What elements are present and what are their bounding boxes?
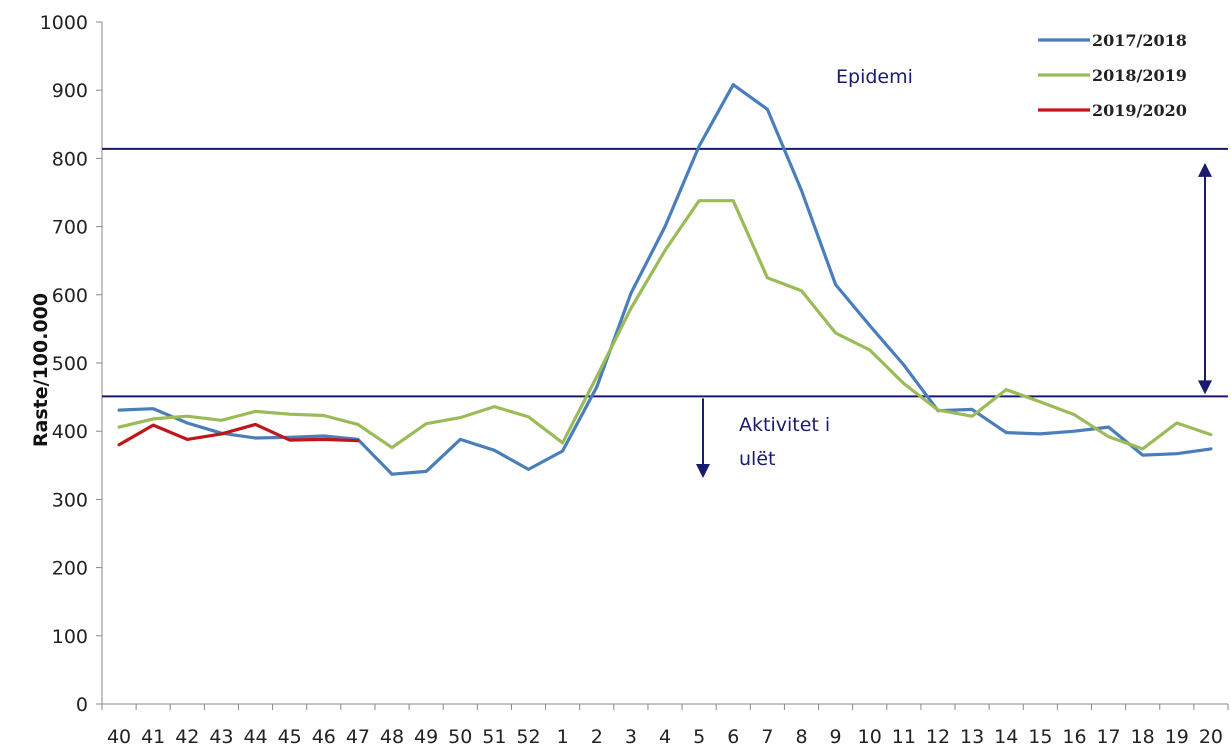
legend-label: 2018/2019 <box>1092 66 1187 85</box>
x-tick-label: 51 <box>482 726 506 748</box>
y-tick-label: 300 <box>52 489 88 511</box>
x-tick-label: 20 <box>1199 726 1223 748</box>
y-tick-label: 400 <box>52 421 88 443</box>
x-tick-label: 52 <box>516 726 540 748</box>
axes <box>102 22 1228 704</box>
x-tick-label: 5 <box>693 726 705 748</box>
x-tick-label: 3 <box>625 726 637 748</box>
x-tick-label: 6 <box>727 726 739 748</box>
y-tick-label: 700 <box>52 217 88 239</box>
x-axis-ticks: 40 41 42 43 44 45 46 47 48 49 50 51 52 1 2 3 4 5 6 7 8 9 10 11 1… <box>102 704 1228 748</box>
x-tick-label: 2 <box>591 726 603 748</box>
low-activity-label: Aktivitet i <box>739 414 830 436</box>
y-tick-label: 100 <box>52 626 88 648</box>
x-tick-label: 48 <box>380 726 404 748</box>
x-tick-label: 12 <box>926 726 950 748</box>
x-tick-label: 1 <box>557 726 569 748</box>
x-tick-label: 43 <box>209 726 233 748</box>
x-tick-label: 8 <box>795 726 807 748</box>
x-tick-label: 42 <box>175 726 199 748</box>
x-tick-label: 9 <box>830 726 842 748</box>
y-tick-label: 600 <box>52 285 88 307</box>
legend-label: 2017/2018 <box>1092 31 1187 50</box>
thresholds <box>102 149 1228 478</box>
x-tick-label: 47 <box>346 726 370 748</box>
x-tick-label: 7 <box>761 726 773 748</box>
x-tick-label: 4 <box>659 726 671 748</box>
x-tick-label: 16 <box>1062 726 1086 748</box>
x-tick-label: 40 <box>107 726 131 748</box>
x-tick-label: 10 <box>858 726 882 748</box>
legend: 2017/2018 2018/2019 2019/2020 <box>1038 31 1187 120</box>
low-activity-label-line2: ulët <box>739 448 775 470</box>
y-axis-label: Raste/100.000 <box>30 293 52 447</box>
x-tick-label: 44 <box>243 726 267 748</box>
x-tick-label: 11 <box>892 726 916 748</box>
y-tick-label: 1000 <box>40 12 88 34</box>
y-tick-label: 200 <box>52 558 88 580</box>
range-arrow-head-up <box>1198 163 1212 177</box>
x-tick-label: 17 <box>1096 726 1120 748</box>
x-tick-label: 19 <box>1165 726 1189 748</box>
x-tick-label: 45 <box>278 726 302 748</box>
x-tick-label: 13 <box>960 726 984 748</box>
legend-label: 2019/2020 <box>1092 101 1187 120</box>
series-lines <box>119 85 1211 475</box>
annotations: Epidemi Aktivitet i ulët <box>739 66 913 470</box>
series-line-2018-2019 <box>119 201 1211 449</box>
y-tick-label: 500 <box>52 353 88 375</box>
x-tick-label: 41 <box>141 726 165 748</box>
x-tick-label: 18 <box>1131 726 1155 748</box>
x-tick-label: 50 <box>448 726 472 748</box>
y-tick-label: 900 <box>52 80 88 102</box>
y-tick-label: 0 <box>76 694 88 716</box>
range-arrow-head-down <box>1198 380 1212 394</box>
x-tick-label: 49 <box>414 726 438 748</box>
epidemi-label: Epidemi <box>836 66 913 88</box>
x-tick-label: 46 <box>312 726 336 748</box>
x-tick-label: 15 <box>1028 726 1052 748</box>
y-tick-label: 800 <box>52 148 88 170</box>
x-tick-label: 14 <box>994 726 1018 748</box>
low-activity-arrow-head <box>696 464 710 478</box>
series-line-2017-2018 <box>119 85 1211 475</box>
